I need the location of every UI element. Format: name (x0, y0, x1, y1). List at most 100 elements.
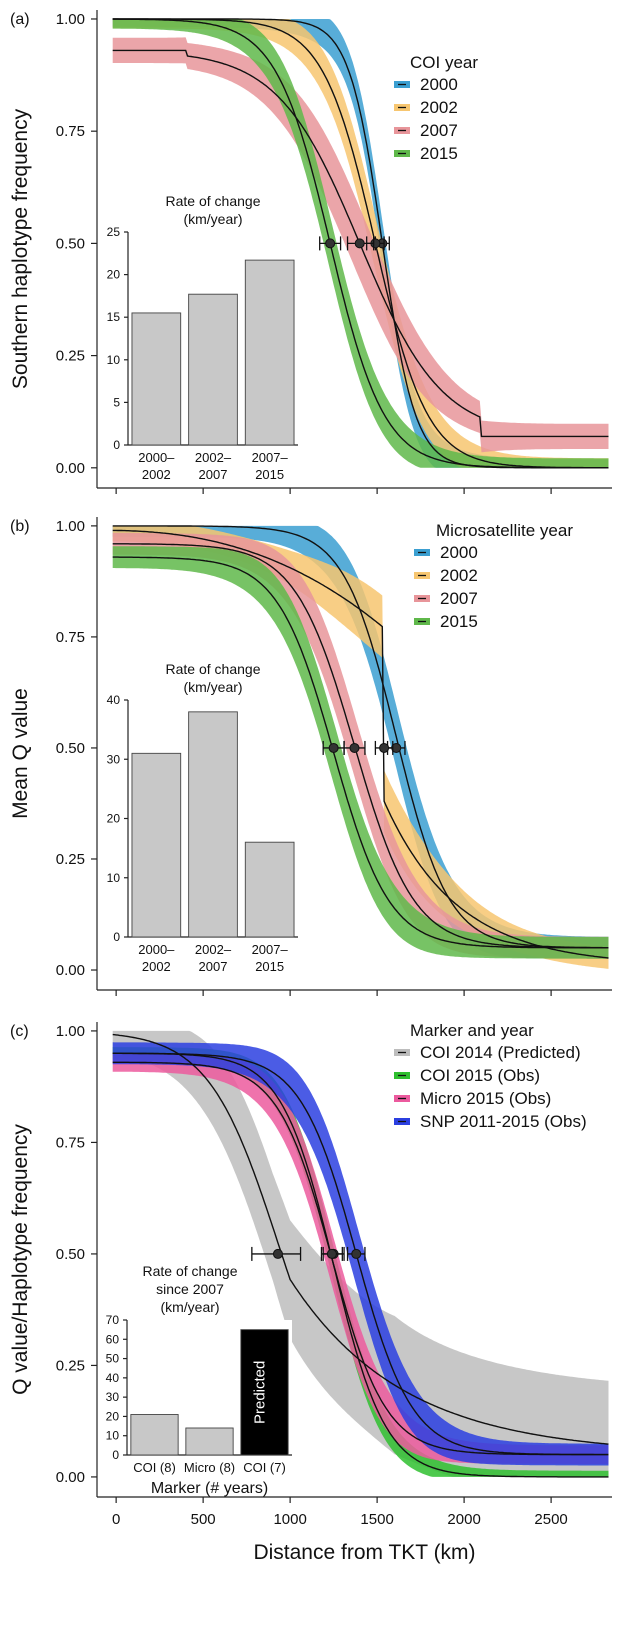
x-axis-label: Distance from TKT (km) (253, 1541, 475, 1564)
midpoint-3-4 (351, 1248, 362, 1259)
panel-2: 0.00 0.25 0.50 0.75 1.00 Mean Q value (b) Micro… (9, 517, 612, 996)
inset-ytick-label: 20 (107, 812, 121, 826)
legend-entry: 2007 (440, 589, 478, 608)
legend-entry: COI 2015 (Obs) (420, 1066, 540, 1085)
inset-category-label: 2007 (199, 467, 228, 482)
legend-entry: Micro 2015 (Obs) (420, 1089, 551, 1108)
inset-ytick-label: 30 (107, 752, 121, 766)
midpoint-1-4 (325, 238, 336, 249)
ytick-label: 0.50 (56, 1246, 85, 1263)
inset-category-label: 2015 (255, 959, 284, 974)
legend-entry: COI 2014 (Predicted) (420, 1043, 581, 1062)
xtick-label: 2500 (534, 1511, 567, 1528)
legend-entry: 2002 (420, 98, 458, 117)
inset-ytick-label: 30 (106, 1390, 120, 1404)
ytick-label: 1.00 (56, 1023, 85, 1040)
inset-bar-label: Predicted (252, 1361, 269, 1424)
legend-title: Microsatellite year (436, 521, 573, 540)
band-2-2 (112, 525, 609, 969)
inset-category-label: 2000– (138, 450, 175, 465)
inset-x-label: Marker (# years) (151, 1480, 268, 1497)
panel-tag: (a) (10, 11, 30, 28)
xtick-label: 1500 (360, 1511, 393, 1528)
inset-1: Rate of change (km/year) 0 5 10 15 20 25 2000– 20… (107, 193, 298, 482)
inset-bar (240, 1329, 289, 1456)
inset-ytick-label: 20 (107, 268, 121, 282)
inset-category-label: 2007– (252, 450, 289, 465)
ytick-label: 1.00 (56, 11, 85, 28)
band-2-3 (112, 532, 609, 959)
band-1-4 (112, 19, 609, 468)
inset-ytick-label: 25 (107, 225, 121, 239)
legend-entry: 2002 (440, 566, 478, 585)
inset-bar (131, 752, 182, 938)
band-1-1 (112, 19, 609, 468)
legend-entry: 2015 (440, 612, 478, 631)
legend-entry: SNP 2011-2015 (Obs) (420, 1112, 587, 1131)
inset-category-label: COI (8) (133, 1460, 176, 1475)
inset-title: (km/year) (183, 679, 242, 695)
ytick-label: 0.00 (56, 460, 85, 477)
y-axis-label: Mean Q value (9, 688, 32, 819)
ytick-label: 0.25 (56, 851, 85, 868)
xtick-label: 2000 (447, 1511, 480, 1528)
panel-1: 0.00 0.25 0.50 0.75 1.00 Southern haplotype f… (9, 10, 612, 494)
ytick-label: 0.25 (56, 1357, 85, 1374)
inset-title: Rate of change (166, 661, 261, 677)
xtick-label: 0 (112, 1511, 120, 1528)
legend-entry: 2000 (420, 75, 458, 94)
inset-category-label: 2000– (138, 942, 175, 957)
inset-bar (131, 312, 182, 446)
xtick-label: 500 (191, 1511, 216, 1528)
panel-3: 0.000.250.500.751.000 500 1000 1500 2000 2500… (9, 1021, 612, 1564)
inset-ytick-label: 10 (107, 353, 121, 367)
ytick-label: 0.00 (56, 962, 85, 979)
inset-ytick-label: 60 (106, 1332, 120, 1346)
inset-ytick-label: 50 (106, 1352, 120, 1366)
panel-tag: (c) (10, 1023, 29, 1040)
ytick-label: 0.25 (56, 348, 85, 365)
inset-title: (km/year) (160, 1299, 219, 1315)
inset-title: Rate of change (166, 193, 261, 209)
inset-category-label: 2002 (142, 959, 171, 974)
inset-category-label: 2002– (195, 450, 232, 465)
midpoint-1-3 (354, 238, 365, 249)
inset-ytick-label: 40 (106, 1371, 120, 1385)
band-3-1 (112, 1030, 609, 1477)
curve-1-2 (112, 18, 609, 469)
ytick-label: 0.75 (56, 123, 85, 140)
inset-category-label: COI (7) (243, 1460, 286, 1475)
inset-bar (188, 711, 238, 938)
inset-ytick-label: 20 (106, 1409, 120, 1423)
legend-title: Marker and year (410, 1021, 534, 1040)
inset-category-label: 2002 (142, 467, 171, 482)
curve-3-1 (112, 1033, 609, 1445)
curve-2-1 (112, 525, 609, 949)
y-axis-label: Q value/Haplotype frequency (9, 1124, 32, 1395)
inset-bar (185, 1427, 234, 1456)
inset-ytick-label: 0 (113, 438, 120, 452)
curve-1-4 (112, 18, 609, 469)
inset-ytick-label: 10 (107, 871, 121, 885)
legend-entry: 2007 (420, 121, 458, 140)
inset-2: Rate of change (km/year) 0 10 20 30 40 2000– 200… (107, 661, 298, 974)
midpoint-2-4 (328, 742, 339, 753)
midpoint-2-3 (349, 742, 360, 753)
ytick-label: 1.00 (56, 518, 85, 535)
inset-category-label: 2015 (255, 467, 284, 482)
ytick-label: 0.50 (56, 740, 85, 757)
inset-title: Rate of change (143, 1263, 238, 1279)
inset-ytick-label: 40 (107, 693, 121, 707)
inset-category-label: Micro (8) (184, 1460, 235, 1475)
inset-category-label: 2007– (252, 942, 289, 957)
inset-ytick-label: 10 (106, 1429, 120, 1443)
midpoint-3-1 (272, 1248, 283, 1259)
inset-ytick-label: 70 (106, 1313, 120, 1327)
ytick-label: 0.50 (56, 235, 85, 252)
inset-category-label: 2007 (199, 959, 228, 974)
inset-ytick-label: 0 (113, 930, 120, 944)
ytick-label: 0.75 (56, 629, 85, 646)
xtick-label: 1000 (273, 1511, 306, 1528)
inset-category-label: 2002– (195, 942, 232, 957)
